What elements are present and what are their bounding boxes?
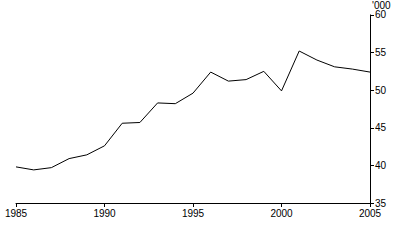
svg-text:1995: 1995 <box>182 208 205 219</box>
svg-text:1985: 1985 <box>5 208 28 219</box>
svg-text:55: 55 <box>375 47 387 58</box>
svg-text:60: 60 <box>375 9 387 20</box>
svg-text:45: 45 <box>375 122 387 133</box>
svg-text:2005: 2005 <box>359 208 382 219</box>
svg-text:35: 35 <box>375 197 387 209</box>
svg-text:50: 50 <box>375 85 387 96</box>
svg-text:1990: 1990 <box>93 208 116 219</box>
svg-text:40: 40 <box>375 160 387 171</box>
svg-text:2000: 2000 <box>270 208 293 219</box>
